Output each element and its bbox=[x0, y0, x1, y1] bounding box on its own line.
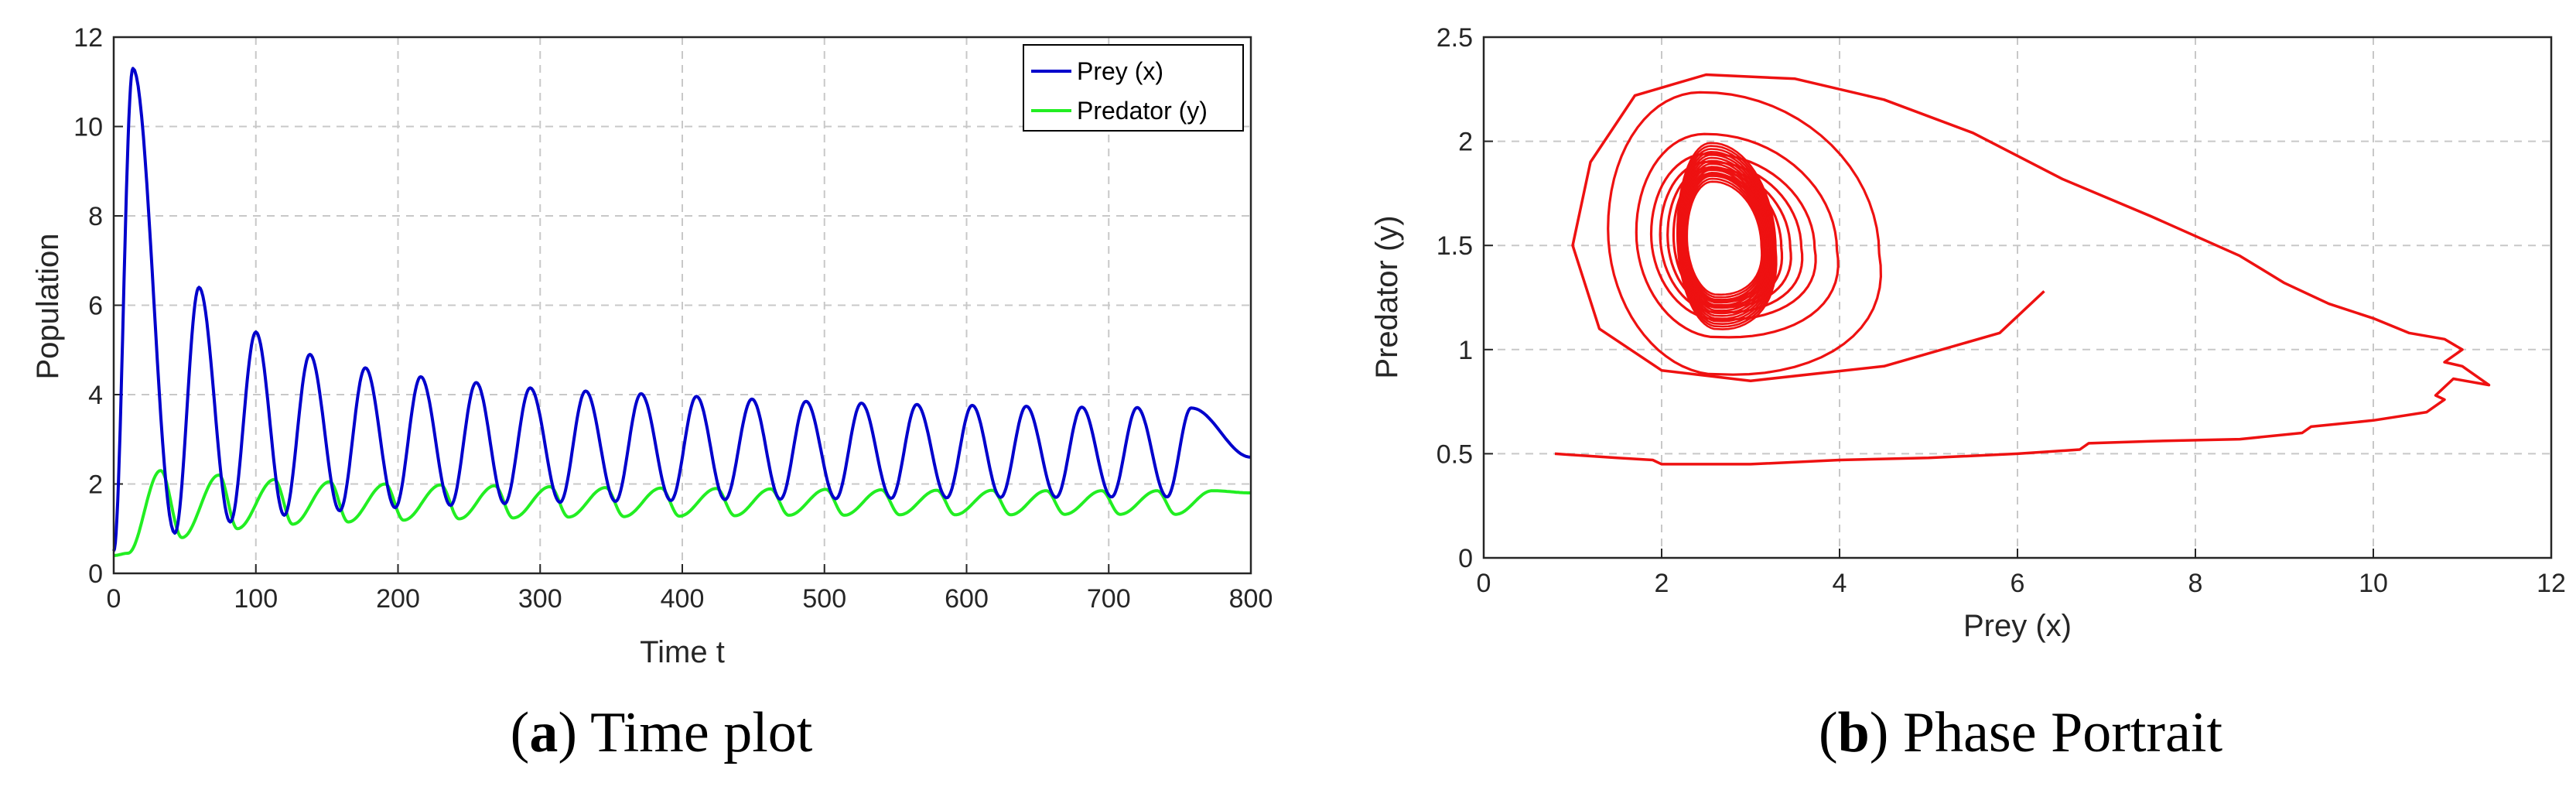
chart1-ytick-label: 0.5 bbox=[1437, 439, 1473, 469]
chart1-ytick-label: 0 bbox=[1458, 544, 1473, 573]
chart1-ytick-label: 1.5 bbox=[1437, 231, 1473, 261]
chart0-ytick-label: 2 bbox=[88, 470, 103, 500]
caption-a-letter: a bbox=[529, 701, 559, 764]
caption-b-letter: b bbox=[1837, 701, 1870, 764]
predator-series-line bbox=[112, 469, 1251, 557]
legend-label-prey: Prey (x) bbox=[1077, 57, 1163, 85]
time-plot-axes-border bbox=[112, 36, 1252, 575]
caption-a: (a) Time plot bbox=[510, 701, 813, 764]
chart0-ytick-label: 12 bbox=[73, 23, 103, 53]
phase-plot-xlabel: Prey (x) bbox=[1963, 609, 2072, 643]
phase-plot-axes-box bbox=[1484, 37, 2551, 558]
legend-box bbox=[1023, 44, 1244, 132]
chart0-ytick-label: 0 bbox=[88, 559, 103, 589]
phase-spiral-loop bbox=[1607, 91, 1883, 376]
chart0-xtick-label: 400 bbox=[661, 584, 705, 614]
chart0-xtick-label: 800 bbox=[1229, 584, 1273, 614]
phase-trajectory-outer bbox=[1554, 73, 2491, 466]
phase-plot-series bbox=[1554, 73, 2491, 466]
chart0-ytick-label: 4 bbox=[88, 381, 103, 410]
chart1-xtick-label: 10 bbox=[2359, 569, 2388, 598]
phase-spiral-loop bbox=[1635, 132, 1840, 339]
time-plot-legend: Prey (x) Predator (y) bbox=[1023, 44, 1244, 132]
chart1-ytick-label: 2 bbox=[1458, 128, 1473, 157]
chart1-ytick-label: 2.5 bbox=[1437, 23, 1473, 53]
chart0-xtick-label: 300 bbox=[518, 584, 562, 614]
phase-limit-cycle-loop bbox=[1676, 142, 1778, 330]
time-plot-panel: 0 100 200 300 400 500 600 700 800 0 2 4 6 8 10 12 Time … bbox=[31, 23, 1273, 669]
chart0-xtick-label: 700 bbox=[1087, 584, 1131, 614]
chart1-ytick-label: 1 bbox=[1458, 336, 1473, 365]
chart1-xtick-label: 8 bbox=[2188, 569, 2203, 598]
phase-plot-axes-border bbox=[1482, 36, 2553, 559]
time-plot-series bbox=[112, 67, 1252, 557]
chart0-ytick-label: 6 bbox=[88, 292, 103, 321]
phase-spiral-loop bbox=[1649, 152, 1817, 321]
time-plot-ylabel: Population bbox=[31, 233, 65, 379]
phase-plot-ylabel: Predator (y) bbox=[1370, 215, 1404, 378]
chart1-xtick-label: 2 bbox=[1655, 569, 1669, 598]
phase-plot-ticks: 0 2 4 6 8 10 12 0 0.5 1 1.5 2 2.5 bbox=[1437, 23, 2566, 598]
chart0-ytick-label: 8 bbox=[88, 202, 103, 231]
prey-series-line bbox=[112, 67, 1252, 552]
caption-a-text: Time plot bbox=[590, 701, 813, 764]
time-plot-ticks: 0 100 200 300 400 500 600 700 800 0 2 4 6 8 10 12 bbox=[73, 23, 1273, 614]
chart0-xtick-label: 600 bbox=[945, 584, 989, 614]
phase-portrait-panel: 0 2 4 6 8 10 12 0 0.5 1 1.5 2 2.5 Prey (x) Predator … bbox=[1370, 23, 2566, 643]
time-plot-xlabel: Time t bbox=[640, 635, 725, 669]
chart0-ytick-label: 10 bbox=[73, 113, 103, 142]
chart0-xtick-label: 200 bbox=[376, 584, 420, 614]
chart1-xtick-label: 0 bbox=[1477, 569, 1491, 598]
caption-b-text: Phase Portrait bbox=[1902, 701, 2223, 764]
caption-b: (b) Phase Portrait bbox=[1818, 701, 2223, 764]
chart0-xtick-label: 100 bbox=[234, 584, 278, 614]
chart0-xtick-label: 0 bbox=[107, 584, 121, 614]
chart1-xtick-label: 12 bbox=[2537, 569, 2566, 598]
legend-label-predator: Predator (y) bbox=[1077, 97, 1208, 125]
chart1-xtick-label: 6 bbox=[2011, 569, 2025, 598]
chart0-xtick-label: 500 bbox=[802, 584, 846, 614]
chart1-xtick-label: 4 bbox=[1833, 569, 1847, 598]
